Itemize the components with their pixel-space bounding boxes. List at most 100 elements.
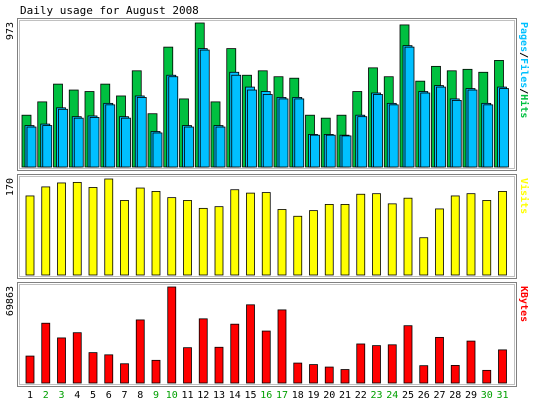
kbytes-legend: KBytes (518, 286, 529, 322)
pages-bar (404, 46, 415, 168)
visits-bar (135, 187, 145, 276)
kbytes-bar (72, 332, 82, 384)
kbytes-bar (356, 343, 366, 384)
visits-bar (356, 193, 366, 276)
day-label: 13 (213, 390, 225, 401)
pages-bar (278, 98, 289, 168)
kbytes-bar (151, 359, 161, 384)
day-label: 27 (433, 390, 445, 401)
visits-bar (324, 204, 334, 276)
visits-bar (340, 204, 350, 276)
kbytes-bar (183, 347, 192, 384)
kbytes-bar (214, 346, 224, 384)
visits-bar (88, 187, 98, 276)
visits-bar (309, 210, 318, 276)
visits-bar (466, 193, 476, 276)
day-label: 18 (292, 390, 304, 401)
legend-files: Files (518, 58, 530, 88)
pages-bar (199, 49, 210, 168)
kbytes-bar (120, 363, 129, 384)
visits-bar (120, 200, 129, 276)
pages-bar (105, 104, 116, 168)
day-label: 7 (121, 390, 127, 401)
pages-bar (436, 86, 446, 168)
kbytes-bar (435, 336, 444, 384)
day-label: 10 (166, 390, 178, 401)
kbytes-bar (25, 355, 35, 384)
kbytes-bar (309, 364, 318, 384)
pages-bar (499, 88, 509, 168)
visits-bar (57, 182, 66, 276)
legend-pages: Pages (518, 22, 529, 52)
visits-bar (246, 192, 255, 276)
pages-bar (294, 98, 305, 168)
hits-files-pages-panel: 973 Pages/Files/Hits (5, 18, 530, 171)
day-label: 19 (307, 390, 319, 401)
kbytes-bar (246, 304, 255, 384)
day-label: 1 (27, 390, 33, 401)
visits-bar (104, 178, 114, 276)
pages-bar (26, 126, 37, 168)
pages-bar (420, 92, 431, 168)
visits-bar (372, 193, 381, 276)
visits-bar (277, 209, 287, 276)
pages-bar (121, 117, 131, 168)
kbytes-bar (293, 362, 303, 384)
day-label: 31 (496, 390, 508, 401)
visits-bar (387, 203, 397, 276)
visits-bar (72, 181, 82, 276)
kbytes-frame-inner (19, 284, 515, 385)
pages-bar (467, 89, 478, 168)
kbytes-bar (198, 318, 208, 384)
visits-frame-inner (19, 176, 515, 277)
day-label: 17 (276, 390, 288, 401)
visits-legend: Visits (518, 178, 530, 214)
day-label: 5 (90, 390, 96, 401)
day-label: 24 (386, 390, 398, 401)
day-label: 21 (339, 390, 351, 401)
visits-ymax-label: 170 (5, 178, 16, 196)
pages-bar (152, 132, 163, 168)
pages-bar (42, 125, 53, 168)
kbytes-bar (324, 366, 334, 384)
pages-bar (58, 108, 68, 168)
kbytes-bar (230, 323, 240, 384)
day-label: 14 (229, 390, 241, 401)
pages-bar (168, 76, 179, 168)
day-label: 25 (402, 390, 414, 401)
pages-bar (262, 94, 273, 168)
kbytes-bar (372, 345, 381, 384)
kbytes-bar (482, 369, 492, 384)
visits-bar (41, 186, 51, 276)
day-label: 6 (106, 390, 112, 401)
hits-files-pages-ymax-label: 973 (5, 22, 16, 40)
visits-bar (419, 237, 429, 276)
visits-bar (435, 208, 444, 276)
kbytes-ymax-label: 69863 (5, 286, 16, 316)
kbytes-bar (387, 344, 397, 384)
visits-bar (450, 195, 460, 276)
kbytes-bar (57, 337, 66, 384)
visits-panel: 170 Visits (5, 174, 530, 279)
kbytes-panel: 69863 KBytes (5, 282, 529, 387)
kbytes-bar (41, 322, 51, 384)
kbytes-bar (277, 309, 287, 384)
pages-bar (89, 117, 100, 168)
day-label: 29 (465, 390, 477, 401)
pages-bar (373, 94, 383, 168)
visits-bar (183, 200, 192, 276)
pages-bar (184, 126, 194, 168)
visits-bar (482, 200, 492, 276)
legend-kbytes: KBytes (518, 286, 529, 322)
visits-bar (498, 191, 507, 276)
pages-bar (73, 117, 84, 168)
visits-bar (261, 192, 271, 276)
day-label: 22 (355, 390, 367, 401)
day-label: 16 (260, 390, 272, 401)
pages-bar (136, 97, 147, 168)
day-labels: 1 2 3 4 5 6 7 8 9 10 11 12 13 14 15 16 17 18 19 20 21 22 23 24 2… (27, 390, 509, 401)
visits-bar (167, 197, 177, 276)
pages-bar (451, 100, 462, 168)
